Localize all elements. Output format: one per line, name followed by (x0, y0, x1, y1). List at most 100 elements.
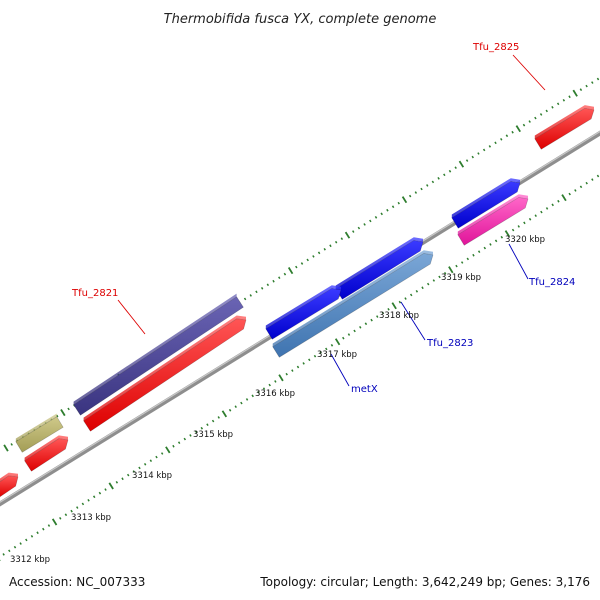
feature-tfu-2824-pink[interactable] (457, 194, 529, 246)
feature-tfu-2823-b[interactable] (265, 285, 342, 340)
upper-tick (60, 409, 66, 417)
lower-tick (87, 499, 90, 502)
tick-label-3317: 3317 kbp (317, 350, 357, 360)
lower-tick (504, 230, 511, 238)
tick-labels: 3312 kbp 3313 kbp 3314 kbp 3315 kbp 3316… (10, 235, 545, 565)
lower-tick (245, 398, 249, 401)
gene-label-tfu-2824[interactable]: Tfu_2824 (528, 277, 575, 288)
lower-tick (165, 446, 171, 454)
lower-tick (500, 235, 504, 239)
upper-tick (397, 201, 400, 205)
lower-tick (432, 279, 436, 282)
tick-label-3314: 3314 kbp (132, 471, 172, 481)
lower-tick (494, 239, 498, 243)
upper-tick (312, 255, 315, 258)
lower-tick (415, 290, 419, 293)
lower-tick (217, 416, 220, 419)
upper-tick (401, 196, 408, 204)
upper-tick (596, 77, 600, 81)
lower-tick (398, 300, 402, 304)
feature-tfu-2823-a[interactable] (335, 237, 424, 300)
upper-tick (340, 237, 344, 240)
lower-tick (319, 351, 322, 354)
upper-tick (260, 287, 264, 290)
lower-tick (51, 518, 58, 526)
leader-tfu-2821 (117, 299, 146, 335)
tick-label-3320: 3320 kbp (505, 235, 545, 245)
upper-tick (568, 95, 571, 99)
lower-tick (557, 199, 560, 203)
lower-tick (194, 430, 198, 434)
gene-features (0, 105, 595, 498)
lower-tick (81, 502, 85, 506)
lower-tick (313, 354, 317, 358)
lower-tick (540, 210, 543, 214)
feature-olive[interactable] (15, 413, 64, 453)
tick-label-3316: 3316 kbp (255, 389, 295, 399)
feature-red-small-b[interactable] (0, 472, 19, 498)
lower-tick (334, 338, 341, 346)
lower-tick (353, 329, 356, 333)
lower-tick (387, 308, 390, 311)
lower-tick (568, 192, 571, 196)
upper-tick (511, 130, 514, 134)
upper-tick (515, 125, 521, 133)
lower-tick (143, 463, 147, 466)
upper-tick (249, 294, 252, 297)
lower-tick (278, 374, 284, 382)
lower-tick (285, 372, 288, 376)
upper-tick (408, 194, 412, 198)
upper-tick (465, 159, 469, 162)
lower-tick (30, 535, 34, 538)
upper-tick (522, 123, 526, 127)
upper-tick (10, 443, 13, 446)
lower-tick (211, 419, 215, 423)
upper-tick (363, 223, 366, 226)
lower-tick (234, 405, 237, 408)
upper-tick (591, 81, 594, 84)
lower-tick (240, 401, 243, 405)
lower-tick (466, 257, 470, 261)
lower-tick (104, 488, 107, 491)
lower-tick (121, 477, 124, 481)
upper-tick (556, 102, 560, 106)
lower-tick (545, 207, 549, 210)
upper-tick (579, 88, 583, 92)
upper-tick (67, 407, 70, 411)
feature-tfu-2824-blue[interactable] (451, 178, 521, 229)
upper-tick (585, 84, 588, 88)
tick-label-3312: 3312 kbp (10, 555, 50, 565)
lower-tick (472, 253, 475, 257)
lower-tick (92, 495, 96, 499)
upper-tick (352, 230, 355, 233)
feature-tfu-2820[interactable] (83, 315, 247, 432)
lower-tick (370, 318, 373, 322)
lower-tick (534, 214, 537, 217)
lower-tick (108, 482, 114, 490)
feature-tfu-2821[interactable] (73, 293, 244, 416)
lower-tick (2, 553, 5, 556)
feature-tfu-2825[interactable] (534, 105, 595, 150)
lower-tick (149, 459, 153, 462)
upper-tick (420, 187, 423, 191)
lower-tick (528, 217, 532, 221)
gene-label-metx[interactable]: metX (351, 384, 378, 395)
gene-label-tfu-2825[interactable]: Tfu_2825 (472, 42, 519, 53)
lower-tick (302, 362, 305, 365)
gene-label-tfu-2823[interactable]: Tfu_2823 (426, 338, 473, 349)
upper-tick (329, 244, 332, 248)
upper-tick (431, 180, 435, 184)
feature-red-small-a[interactable] (24, 435, 69, 472)
upper-tick (505, 134, 509, 138)
upper-tick (3, 444, 9, 452)
feature-metx[interactable] (272, 250, 434, 358)
lower-tick (228, 408, 232, 412)
lower-tick (364, 322, 368, 326)
upper-tick (287, 267, 294, 275)
upper-tick (357, 226, 361, 230)
leader-tfu-2823 (400, 301, 426, 341)
lower-tick (59, 517, 62, 520)
lower-tick (574, 189, 577, 192)
gene-label-tfu-2821[interactable]: Tfu_2821 (71, 288, 118, 299)
